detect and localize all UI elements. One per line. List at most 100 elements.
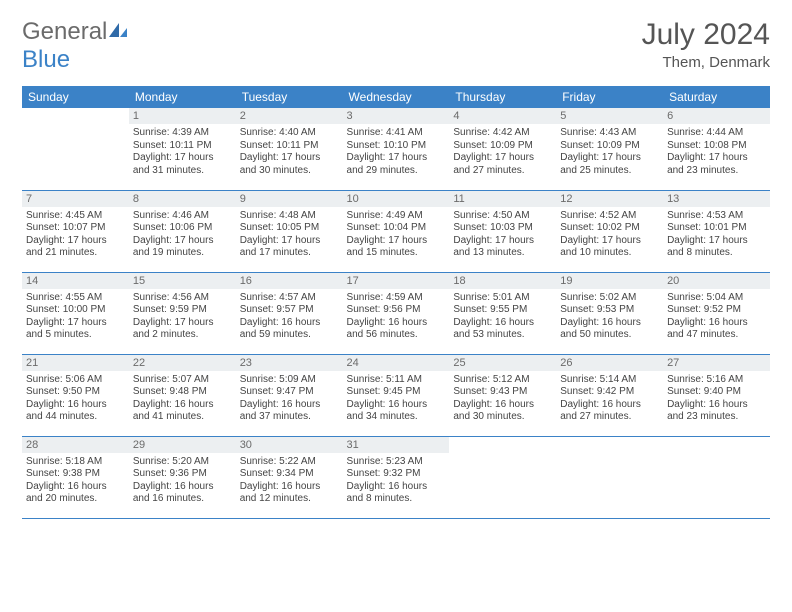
calendar-day-cell: 13Sunrise: 4:53 AMSunset: 10:01 PMDaylig…	[663, 190, 770, 272]
day-content: Sunrise: 4:57 AMSunset: 9:57 PMDaylight:…	[236, 289, 343, 345]
calendar-day-cell: 15Sunrise: 4:56 AMSunset: 9:59 PMDayligh…	[129, 272, 236, 354]
day-content: Sunrise: 4:48 AMSunset: 10:05 PMDaylight…	[236, 207, 343, 263]
day-content: Sunrise: 5:18 AMSunset: 9:38 PMDaylight:…	[22, 453, 129, 509]
calendar-day-cell: 4Sunrise: 4:42 AMSunset: 10:09 PMDayligh…	[449, 108, 556, 190]
calendar-day-cell: 27Sunrise: 5:16 AMSunset: 9:40 PMDayligh…	[663, 354, 770, 436]
calendar-day-cell: 14Sunrise: 4:55 AMSunset: 10:00 PMDaylig…	[22, 272, 129, 354]
day-number: 10	[343, 191, 450, 207]
weekday-header: Sunday	[22, 86, 129, 108]
day-number: 16	[236, 273, 343, 289]
day-number: 3	[343, 108, 450, 124]
day-content: Sunrise: 5:14 AMSunset: 9:42 PMDaylight:…	[556, 371, 663, 427]
day-number: 5	[556, 108, 663, 124]
day-number: 31	[343, 437, 450, 453]
day-number: 22	[129, 355, 236, 371]
calendar-day-cell	[556, 436, 663, 518]
page-title: July 2024	[642, 18, 770, 52]
calendar-day-cell: 20Sunrise: 5:04 AMSunset: 9:52 PMDayligh…	[663, 272, 770, 354]
day-content: Sunrise: 5:09 AMSunset: 9:47 PMDaylight:…	[236, 371, 343, 427]
day-content: Sunrise: 5:01 AMSunset: 9:55 PMDaylight:…	[449, 289, 556, 345]
calendar-day-cell: 19Sunrise: 5:02 AMSunset: 9:53 PMDayligh…	[556, 272, 663, 354]
day-content: Sunrise: 5:04 AMSunset: 9:52 PMDaylight:…	[663, 289, 770, 345]
day-number: 20	[663, 273, 770, 289]
day-content: Sunrise: 5:16 AMSunset: 9:40 PMDaylight:…	[663, 371, 770, 427]
day-number: 29	[129, 437, 236, 453]
logo-text: General Blue	[22, 18, 129, 74]
day-content: Sunrise: 4:39 AMSunset: 10:11 PMDaylight…	[129, 124, 236, 180]
weekday-header: Thursday	[449, 86, 556, 108]
calendar-day-cell: 7Sunrise: 4:45 AMSunset: 10:07 PMDayligh…	[22, 190, 129, 272]
logo-blue: Blue	[22, 46, 70, 73]
calendar-day-cell: 5Sunrise: 4:43 AMSunset: 10:09 PMDayligh…	[556, 108, 663, 190]
day-number: 21	[22, 355, 129, 371]
day-number: 15	[129, 273, 236, 289]
calendar-day-cell: 30Sunrise: 5:22 AMSunset: 9:34 PMDayligh…	[236, 436, 343, 518]
calendar-body: 1Sunrise: 4:39 AMSunset: 10:11 PMDayligh…	[22, 108, 770, 518]
calendar-day-cell: 3Sunrise: 4:41 AMSunset: 10:10 PMDayligh…	[343, 108, 450, 190]
header: General Blue July 2024 Them, Denmark	[22, 18, 770, 74]
day-content: Sunrise: 5:12 AMSunset: 9:43 PMDaylight:…	[449, 371, 556, 427]
day-content: Sunrise: 4:55 AMSunset: 10:00 PMDaylight…	[22, 289, 129, 345]
calendar-day-cell: 23Sunrise: 5:09 AMSunset: 9:47 PMDayligh…	[236, 354, 343, 436]
calendar-day-cell: 25Sunrise: 5:12 AMSunset: 9:43 PMDayligh…	[449, 354, 556, 436]
day-number: 28	[22, 437, 129, 453]
day-number: 24	[343, 355, 450, 371]
day-content: Sunrise: 4:44 AMSunset: 10:08 PMDaylight…	[663, 124, 770, 180]
day-number: 17	[343, 273, 450, 289]
day-number: 12	[556, 191, 663, 207]
calendar-day-cell: 18Sunrise: 5:01 AMSunset: 9:55 PMDayligh…	[449, 272, 556, 354]
day-number: 23	[236, 355, 343, 371]
day-content: Sunrise: 4:41 AMSunset: 10:10 PMDaylight…	[343, 124, 450, 180]
calendar-day-cell: 11Sunrise: 4:50 AMSunset: 10:03 PMDaylig…	[449, 190, 556, 272]
title-block: July 2024 Them, Denmark	[642, 18, 770, 71]
calendar-day-cell: 17Sunrise: 4:59 AMSunset: 9:56 PMDayligh…	[343, 272, 450, 354]
day-content: Sunrise: 5:23 AMSunset: 9:32 PMDaylight:…	[343, 453, 450, 509]
day-content: Sunrise: 5:06 AMSunset: 9:50 PMDaylight:…	[22, 371, 129, 427]
calendar-day-cell: 28Sunrise: 5:18 AMSunset: 9:38 PMDayligh…	[22, 436, 129, 518]
day-number: 9	[236, 191, 343, 207]
day-content: Sunrise: 4:56 AMSunset: 9:59 PMDaylight:…	[129, 289, 236, 345]
calendar-week-row: 28Sunrise: 5:18 AMSunset: 9:38 PMDayligh…	[22, 436, 770, 518]
day-number: 8	[129, 191, 236, 207]
calendar-week-row: 7Sunrise: 4:45 AMSunset: 10:07 PMDayligh…	[22, 190, 770, 272]
weekday-header: Wednesday	[343, 86, 450, 108]
day-content: Sunrise: 4:50 AMSunset: 10:03 PMDaylight…	[449, 207, 556, 263]
calendar-table: SundayMondayTuesdayWednesdayThursdayFrid…	[22, 86, 770, 519]
day-number: 30	[236, 437, 343, 453]
day-number: 26	[556, 355, 663, 371]
day-number: 14	[22, 273, 129, 289]
calendar-day-cell: 31Sunrise: 5:23 AMSunset: 9:32 PMDayligh…	[343, 436, 450, 518]
sail-icon	[107, 21, 129, 39]
day-number: 2	[236, 108, 343, 124]
calendar-day-cell: 16Sunrise: 4:57 AMSunset: 9:57 PMDayligh…	[236, 272, 343, 354]
day-content: Sunrise: 5:02 AMSunset: 9:53 PMDaylight:…	[556, 289, 663, 345]
weekday-header: Saturday	[663, 86, 770, 108]
day-number: 18	[449, 273, 556, 289]
calendar-day-cell: 2Sunrise: 4:40 AMSunset: 10:11 PMDayligh…	[236, 108, 343, 190]
day-content: Sunrise: 5:22 AMSunset: 9:34 PMDaylight:…	[236, 453, 343, 509]
day-number: 13	[663, 191, 770, 207]
calendar-week-row: 14Sunrise: 4:55 AMSunset: 10:00 PMDaylig…	[22, 272, 770, 354]
day-number: 1	[129, 108, 236, 124]
calendar-day-cell: 12Sunrise: 4:52 AMSunset: 10:02 PMDaylig…	[556, 190, 663, 272]
calendar-week-row: 1Sunrise: 4:39 AMSunset: 10:11 PMDayligh…	[22, 108, 770, 190]
calendar-day-cell: 22Sunrise: 5:07 AMSunset: 9:48 PMDayligh…	[129, 354, 236, 436]
calendar-day-cell: 21Sunrise: 5:06 AMSunset: 9:50 PMDayligh…	[22, 354, 129, 436]
day-number: 4	[449, 108, 556, 124]
calendar-day-cell	[663, 436, 770, 518]
calendar-day-cell: 29Sunrise: 5:20 AMSunset: 9:36 PMDayligh…	[129, 436, 236, 518]
day-number: 11	[449, 191, 556, 207]
calendar-day-cell: 6Sunrise: 4:44 AMSunset: 10:08 PMDayligh…	[663, 108, 770, 190]
calendar-day-cell: 1Sunrise: 4:39 AMSunset: 10:11 PMDayligh…	[129, 108, 236, 190]
calendar-day-cell: 10Sunrise: 4:49 AMSunset: 10:04 PMDaylig…	[343, 190, 450, 272]
day-content: Sunrise: 4:46 AMSunset: 10:06 PMDaylight…	[129, 207, 236, 263]
logo: General Blue	[22, 18, 129, 74]
calendar-week-row: 21Sunrise: 5:06 AMSunset: 9:50 PMDayligh…	[22, 354, 770, 436]
weekday-header: Tuesday	[236, 86, 343, 108]
day-content: Sunrise: 4:49 AMSunset: 10:04 PMDaylight…	[343, 207, 450, 263]
day-content: Sunrise: 4:53 AMSunset: 10:01 PMDaylight…	[663, 207, 770, 263]
day-content: Sunrise: 5:11 AMSunset: 9:45 PMDaylight:…	[343, 371, 450, 427]
day-content: Sunrise: 4:45 AMSunset: 10:07 PMDaylight…	[22, 207, 129, 263]
calendar-head: SundayMondayTuesdayWednesdayThursdayFrid…	[22, 86, 770, 108]
day-number: 27	[663, 355, 770, 371]
